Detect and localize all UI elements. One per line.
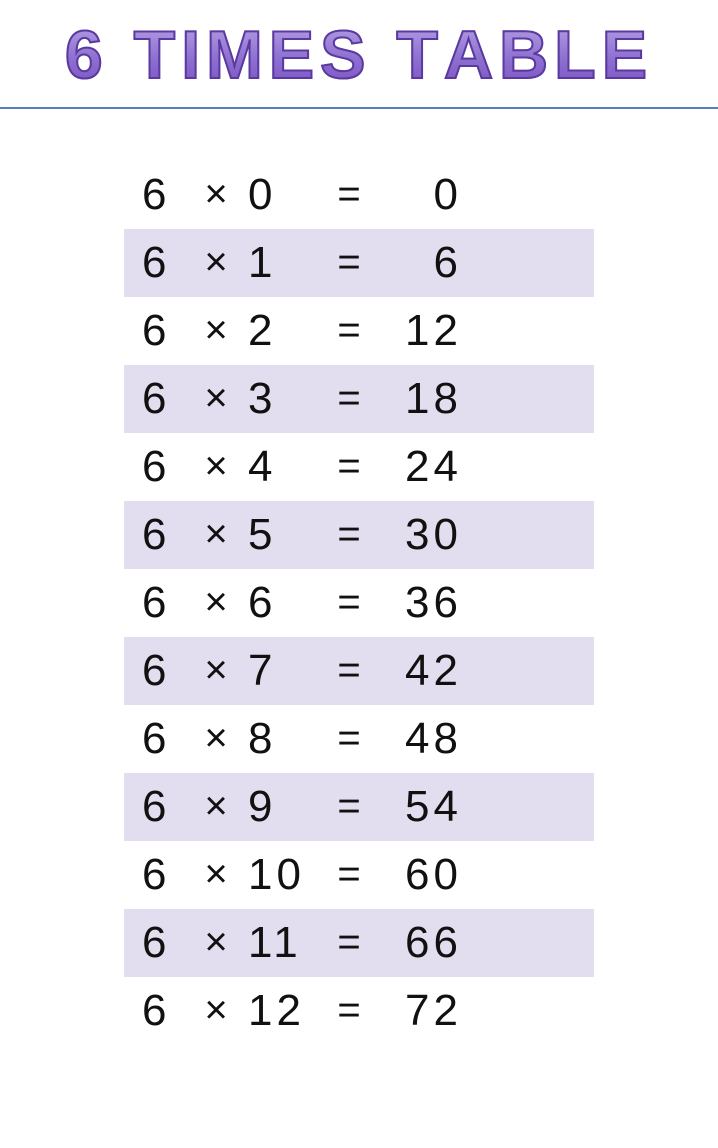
title-glyph: A <box>444 18 499 93</box>
multiplicand: 6 <box>142 782 194 832</box>
equals-sign: = <box>322 784 380 829</box>
multiply-sign: × <box>194 512 242 557</box>
page-title: 6 TIMES TABLE <box>0 0 718 93</box>
equals-sign: = <box>322 988 380 1033</box>
equals-sign: = <box>322 580 380 625</box>
equals-sign: = <box>322 376 380 421</box>
multiplier: 5 <box>242 510 322 560</box>
table-row: 6×11=66 <box>124 909 594 977</box>
multiply-sign: × <box>194 716 242 761</box>
product: 0 <box>380 170 468 220</box>
multiplier: 6 <box>242 578 322 628</box>
multiplier: 7 <box>242 646 322 696</box>
title-rule <box>0 107 718 109</box>
product: 36 <box>380 578 468 628</box>
product: 18 <box>380 374 468 424</box>
multiplier: 2 <box>242 306 322 356</box>
table-row: 6×5=30 <box>124 501 594 569</box>
equals-sign: = <box>322 648 380 693</box>
equals-sign: = <box>322 308 380 353</box>
multiplicand: 6 <box>142 510 194 560</box>
multiply-sign: × <box>194 784 242 829</box>
table-row: 6×6=36 <box>124 569 594 637</box>
multiply-sign: × <box>194 988 242 1033</box>
table-row: 6×7=42 <box>124 637 594 705</box>
multiplicand: 6 <box>142 918 194 968</box>
product: 42 <box>380 646 468 696</box>
product: 60 <box>380 850 468 900</box>
table-row: 6×1=6 <box>124 229 594 297</box>
equals-sign: = <box>322 240 380 285</box>
multiply-sign: × <box>194 444 242 489</box>
equals-sign: = <box>322 172 380 217</box>
multiplier: 11 <box>242 918 322 968</box>
multiply-sign: × <box>194 172 242 217</box>
title-glyph: I <box>181 18 206 93</box>
title-glyph: 6 <box>65 18 109 93</box>
multiplicand: 6 <box>142 238 194 288</box>
product: 24 <box>380 442 468 492</box>
multiply-sign: × <box>194 376 242 421</box>
multiplicand: 6 <box>142 306 194 356</box>
multiplicand: 6 <box>142 442 194 492</box>
multiplier: 12 <box>242 986 322 1036</box>
page: 6 TIMES TABLE 6×0=06×1=66×2=126×3=186×4=… <box>0 0 718 1148</box>
title-glyph: E <box>269 18 320 93</box>
product: 6 <box>380 238 468 288</box>
title-glyph: T <box>134 18 182 93</box>
title-glyph: B <box>499 18 554 93</box>
multiplicand: 6 <box>142 714 194 764</box>
multiplicand: 6 <box>142 646 194 696</box>
multiplicand: 6 <box>142 374 194 424</box>
multiplier: 0 <box>242 170 322 220</box>
product: 12 <box>380 306 468 356</box>
product: 48 <box>380 714 468 764</box>
multiply-sign: × <box>194 240 242 285</box>
title-glyph: T <box>396 18 444 93</box>
multiply-sign: × <box>194 580 242 625</box>
multiply-sign: × <box>194 308 242 353</box>
times-table: 6×0=06×1=66×2=126×3=186×4=246×5=306×6=36… <box>124 161 594 1045</box>
multiplier: 10 <box>242 850 322 900</box>
equals-sign: = <box>322 512 380 557</box>
product: 66 <box>380 918 468 968</box>
equals-sign: = <box>322 920 380 965</box>
title-glyph: E <box>602 18 653 93</box>
title-glyph: L <box>554 18 602 93</box>
table-row: 6×4=24 <box>124 433 594 501</box>
multiplier: 1 <box>242 238 322 288</box>
equals-sign: = <box>322 444 380 489</box>
multiplicand: 6 <box>142 578 194 628</box>
table-row: 6×2=12 <box>124 297 594 365</box>
table-row: 6×9=54 <box>124 773 594 841</box>
product: 30 <box>380 510 468 560</box>
title-glyph: S <box>320 18 371 93</box>
multiplier: 8 <box>242 714 322 764</box>
table-row: 6×8=48 <box>124 705 594 773</box>
multiplier: 3 <box>242 374 322 424</box>
table-row: 6×3=18 <box>124 365 594 433</box>
multiply-sign: × <box>194 852 242 897</box>
equals-sign: = <box>322 716 380 761</box>
multiplier: 9 <box>242 782 322 832</box>
product: 54 <box>380 782 468 832</box>
multiply-sign: × <box>194 648 242 693</box>
multiplicand: 6 <box>142 850 194 900</box>
table-row: 6×12=72 <box>124 977 594 1045</box>
multiplicand: 6 <box>142 986 194 1036</box>
multiplicand: 6 <box>142 170 194 220</box>
product: 72 <box>380 986 468 1036</box>
table-row: 6×10=60 <box>124 841 594 909</box>
title-glyph: M <box>206 18 269 93</box>
multiply-sign: × <box>194 920 242 965</box>
equals-sign: = <box>322 852 380 897</box>
multiplier: 4 <box>242 442 322 492</box>
table-row: 6×0=0 <box>124 161 594 229</box>
